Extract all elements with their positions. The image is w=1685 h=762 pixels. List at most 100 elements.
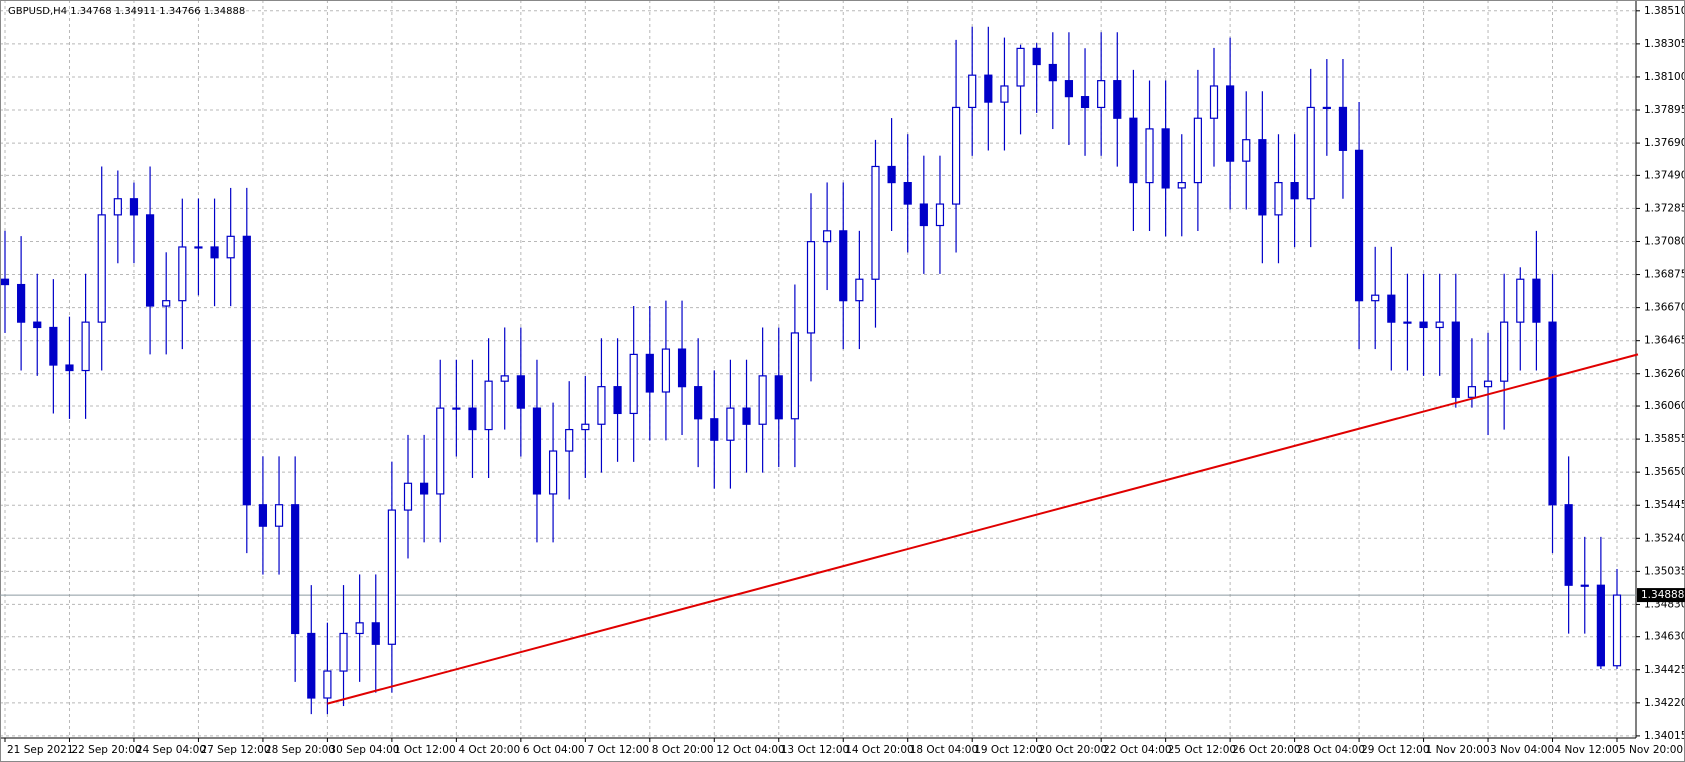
x-tick-label: 26 Oct 20:00 — [1232, 744, 1300, 756]
candle-body-down — [919, 203, 928, 227]
current-price-box — [1637, 588, 1685, 603]
y-tick-label: 1.37895 — [1644, 104, 1685, 116]
candle-body-down — [887, 165, 896, 184]
candle-body-down — [210, 246, 219, 259]
candle-body-up — [339, 632, 348, 672]
candle-body-up — [194, 246, 203, 249]
y-tick-label: 1.35445 — [1644, 499, 1685, 511]
candle-body-down — [145, 214, 155, 307]
candle-body-up — [1177, 182, 1186, 189]
candle-body-down — [65, 364, 74, 372]
candle-body-down — [33, 321, 42, 329]
candle-body-up — [500, 375, 509, 382]
candle-body-down — [258, 504, 268, 527]
candle-body-up — [1467, 386, 1477, 398]
x-tick-label: 1 Nov 20:00 — [1426, 744, 1490, 756]
candle-body-up — [113, 198, 122, 216]
x-tick-label: 1 Oct 12:00 — [394, 744, 456, 756]
candle-body-up — [871, 165, 880, 280]
candle-body-up — [1483, 380, 1493, 388]
candle-body-down — [839, 230, 848, 302]
candle-body-up — [1516, 278, 1525, 323]
y-tick-label: 1.35650 — [1644, 466, 1685, 478]
y-tick-label: 1.37490 — [1644, 169, 1685, 181]
candle-body-down — [645, 353, 654, 393]
candle-body-up — [1097, 80, 1106, 109]
x-tick-label: 5 Nov 20:00 — [1619, 744, 1683, 756]
x-tick-label: 27 Sep 12:00 — [200, 744, 270, 756]
candle-body-up — [935, 203, 945, 227]
x-tick-label: 13 Oct 12:00 — [781, 744, 849, 756]
y-tick-label: 1.36465 — [1644, 335, 1685, 347]
candle-body-up — [436, 407, 445, 495]
candle-body-up — [565, 428, 574, 452]
candle-body-up — [1016, 47, 1025, 87]
candle-body-up — [968, 74, 977, 109]
candle-body-up — [1193, 117, 1202, 184]
candle-body-down — [742, 407, 751, 425]
candle-body-down — [1080, 96, 1090, 109]
candle-body-down — [1419, 321, 1428, 329]
candle-body-up — [274, 504, 284, 527]
candle-body-up — [387, 509, 396, 645]
y-tick-label: 1.34425 — [1644, 664, 1685, 676]
candle-body-down — [677, 348, 687, 388]
candle-body-up — [1145, 128, 1154, 184]
y-tick-label: 1.36060 — [1644, 400, 1685, 412]
candle-body-up — [597, 386, 606, 425]
candle-body-up — [855, 278, 864, 302]
candle-body-down — [1032, 47, 1041, 66]
candle-body-up — [1435, 321, 1444, 329]
candle-body-down — [1129, 117, 1138, 184]
candle-body-up — [1371, 294, 1380, 302]
x-tick-label: 28 Sep 20:00 — [265, 744, 335, 756]
y-tick-label: 1.36260 — [1644, 368, 1685, 380]
candle-body-down — [1226, 85, 1235, 162]
y-tick-label: 1.37285 — [1644, 202, 1685, 214]
candle-body-down — [1548, 321, 1557, 506]
candle-body-down — [694, 386, 703, 420]
x-tick-label: 14 Oct 20:00 — [845, 744, 913, 756]
candle-body-down — [903, 182, 912, 205]
x-tick-label: 8 Oct 20:00 — [652, 744, 714, 756]
candle-body-down — [613, 386, 622, 415]
candle-body-down — [774, 375, 783, 420]
x-tick-label: 28 Oct 04:00 — [1297, 744, 1365, 756]
candle-body-down — [1338, 106, 1348, 151]
candle-body-up — [1500, 321, 1509, 382]
candle-body-up — [548, 450, 558, 495]
y-tick-label: 1.37080 — [1644, 235, 1685, 247]
trendline — [327, 353, 1639, 705]
x-tick-label: 22 Sep 20:00 — [71, 744, 141, 756]
x-tick-label: 20 Oct 20:00 — [1039, 744, 1107, 756]
y-tick-label: 1.38100 — [1644, 71, 1685, 83]
candle-body-down — [1596, 584, 1605, 667]
y-tick-label: 1.36875 — [1644, 269, 1685, 281]
candle-body-up — [81, 321, 90, 372]
candle-body-up — [758, 375, 767, 425]
candle-body-up — [1322, 106, 1331, 110]
candle-body-up — [1209, 85, 1219, 119]
x-tick-label: 29 Oct 12:00 — [1361, 744, 1429, 756]
candle-body-up — [1580, 584, 1589, 587]
y-tick-label: 1.36670 — [1644, 302, 1685, 314]
candle-body-down — [468, 407, 477, 431]
candle-body-up — [323, 670, 332, 699]
x-tick-label: 4 Nov 12:00 — [1555, 744, 1619, 756]
candle-body-down — [129, 198, 139, 216]
x-tick-label: 12 Oct 04:00 — [716, 744, 784, 756]
candle-body-up — [1000, 85, 1009, 103]
candle-body-down — [1387, 294, 1396, 323]
y-tick-label: 1.34015 — [1644, 730, 1685, 742]
candle-body-up — [806, 241, 816, 334]
candle-body-down — [1451, 321, 1460, 398]
candle-body-down — [532, 407, 542, 495]
candle-body-up — [1306, 106, 1315, 200]
candle-body-down — [242, 235, 251, 506]
candle-body-up — [403, 482, 413, 511]
x-tick-label: 4 Oct 20:00 — [458, 744, 520, 756]
candle-body-down — [307, 632, 316, 699]
candle-body-down — [49, 326, 58, 366]
x-tick-label: 3 Nov 04:00 — [1490, 744, 1554, 756]
candle-body-down — [17, 283, 26, 323]
